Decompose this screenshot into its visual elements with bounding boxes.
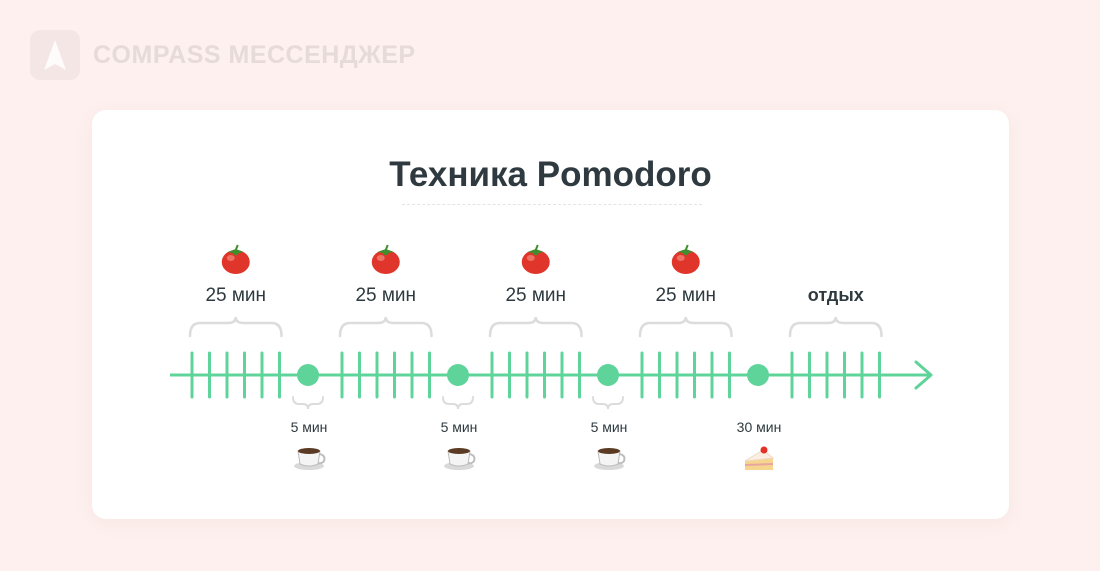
coffee-cup-icon <box>594 448 626 470</box>
coffee-cup-icon <box>444 448 476 470</box>
diagram-title: Техника Pomodoro <box>389 155 712 194</box>
timeline-arrow-icon <box>914 360 933 390</box>
tomato-icon <box>371 244 400 274</box>
break-brace <box>292 396 324 410</box>
coffee-cup-icon <box>294 448 326 470</box>
break-label: 5 мин <box>591 419 628 435</box>
work-block-label: 25 мин <box>655 285 716 306</box>
work-block-label: отдых <box>808 285 864 305</box>
work-block <box>488 316 583 399</box>
work-block <box>638 316 733 399</box>
tomato-icon <box>671 244 700 274</box>
pomodoro-timeline: 25 мин 25 мин 25 мин 25 мин отдых 5 мин 5 мин 5… <box>170 244 933 470</box>
break-brace <box>442 396 474 410</box>
work-block-label: 25 мин <box>205 285 266 306</box>
cake-icon <box>744 446 775 470</box>
work-block <box>338 316 433 399</box>
work-block-label: 25 мин <box>355 285 416 306</box>
break-label: 5 мин <box>441 419 478 435</box>
break-dot <box>297 364 319 386</box>
brand: COMPASS МЕССЕНДЖЕР <box>30 30 416 80</box>
diagram-card: Техника Pomodoro 25 мин 25 мин 25 мин 25 ми… <box>92 110 1009 519</box>
break-dot <box>747 364 769 386</box>
title-divider <box>402 204 702 206</box>
break-dot <box>597 364 619 386</box>
brand-name: COMPASS МЕССЕНДЖЕР <box>93 40 416 69</box>
work-block <box>188 316 283 399</box>
tomato-icon <box>521 244 550 274</box>
break-brace <box>592 396 624 410</box>
compass-logo-icon <box>30 30 80 80</box>
break-dot <box>447 364 469 386</box>
break-label: 5 мин <box>291 419 328 435</box>
work-block-label: 25 мин <box>505 285 566 306</box>
break-label: 30 мин <box>737 419 782 435</box>
work-block <box>788 316 883 399</box>
tomato-icon <box>221 244 250 274</box>
